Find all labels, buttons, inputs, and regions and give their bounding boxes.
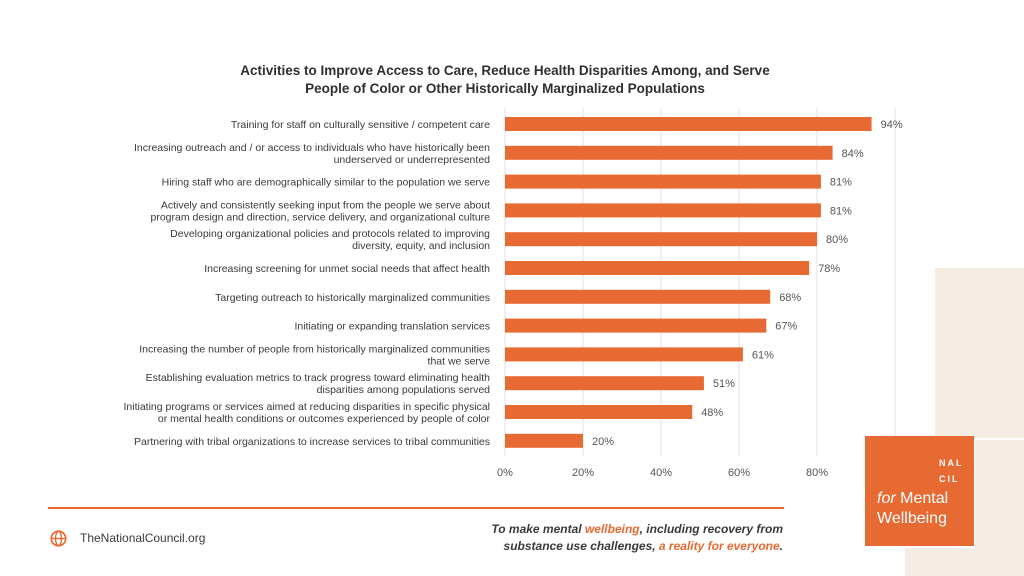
category-label: diversity, equity, and inclusion	[352, 240, 490, 252]
data-label: 78%	[818, 263, 840, 275]
bar-chart: 0%20%40%60%80%100%94%Training for staff …	[124, 108, 909, 479]
decorative-block	[935, 268, 1024, 438]
data-label: 94%	[881, 119, 903, 131]
tagline-text: .	[779, 539, 783, 553]
chart-title: Activities to Improve Access to Care, Re…	[150, 62, 860, 98]
category-label: underserved or underrepresented	[334, 154, 491, 166]
bar	[505, 145, 833, 160]
tagline-accent: a reality for everyone	[658, 539, 780, 553]
category-label: Initiating programs or services aimed at…	[124, 401, 491, 413]
bar	[505, 433, 583, 448]
tagline-line-2: substance use challenges, a reality for …	[443, 538, 783, 555]
data-label: 61%	[752, 349, 774, 361]
tagline-accent: wellbeing	[584, 522, 640, 536]
logo-text-italic: for	[877, 490, 896, 507]
bar	[505, 117, 872, 131]
x-tick-label: 80%	[806, 467, 828, 479]
data-label: 20%	[592, 436, 614, 448]
data-label: 81%	[830, 205, 852, 217]
decorative-block	[905, 548, 1024, 576]
bar	[505, 318, 767, 333]
logo-text: NAL	[939, 458, 964, 468]
data-label: 81%	[830, 177, 852, 189]
category-label: Partnering with tribal organizations to …	[134, 436, 490, 448]
x-tick-label: 0%	[497, 467, 513, 479]
national-council-logo: NAL CIL for Mental Wellbeing	[865, 436, 974, 546]
data-label: 80%	[826, 234, 848, 246]
logo-text: Mental	[895, 490, 949, 507]
data-label: 48%	[701, 407, 723, 419]
bar	[505, 289, 771, 304]
logo-text: CIL	[939, 474, 960, 484]
tagline-line-1: To make mental wellbeing, including reco…	[443, 521, 783, 538]
category-label: Increasing screening for unmet social ne…	[204, 263, 490, 275]
data-label: 84%	[842, 148, 864, 160]
logo-text: Wellbeing	[877, 510, 947, 527]
logo-text: for Mental	[877, 489, 948, 508]
bar	[505, 405, 693, 419]
bar	[505, 347, 743, 362]
bar	[505, 376, 704, 391]
chart-title-line-1: Activities to Improve Access to Care, Re…	[240, 63, 770, 78]
category-label: Training for staff on culturally sensiti…	[231, 119, 490, 131]
bar	[505, 261, 810, 275]
tagline-text: , including recovery from	[639, 522, 783, 536]
globe-icon	[50, 529, 67, 547]
category-label: or mental health conditions or outcomes …	[158, 413, 491, 425]
x-tick-label: 40%	[650, 467, 672, 479]
data-label: 68%	[779, 292, 801, 304]
category-label: that we serve	[428, 355, 491, 367]
category-label: Establishing evaluation metrics to track…	[146, 372, 490, 384]
category-label: program design and direction, service de…	[151, 211, 491, 223]
data-label: 51%	[713, 378, 735, 390]
category-label: Actively and consistently seeking input …	[161, 199, 490, 211]
category-label: Developing organizational policies and p…	[170, 228, 490, 240]
tagline: To make mental wellbeing, including reco…	[443, 521, 783, 555]
data-label: 67%	[775, 321, 797, 333]
website-link[interactable]: TheNationalCouncil.org	[80, 531, 206, 545]
category-label: Hiring staff who are demographically sim…	[162, 177, 491, 189]
x-tick-label: 20%	[572, 467, 594, 479]
tagline-text: substance use challenges,	[503, 539, 659, 553]
category-label: Increasing outreach and / or access to i…	[134, 142, 490, 154]
chart-title-line-2: People of Color or Other Historically Ma…	[305, 81, 705, 96]
tagline-text: To make mental	[491, 522, 585, 536]
category-label: disparities among populations served	[317, 384, 491, 396]
bar	[505, 203, 821, 218]
bar	[505, 232, 817, 247]
bar	[505, 174, 821, 189]
category-label: Initiating or expanding translation serv…	[294, 321, 490, 333]
category-label: Targeting outreach to historically margi…	[215, 292, 490, 304]
footer-divider	[48, 507, 784, 509]
footer-website: TheNationalCouncil.org	[50, 528, 205, 548]
x-tick-label: 60%	[728, 467, 750, 479]
category-label: Increasing the number of people from his…	[139, 343, 490, 355]
